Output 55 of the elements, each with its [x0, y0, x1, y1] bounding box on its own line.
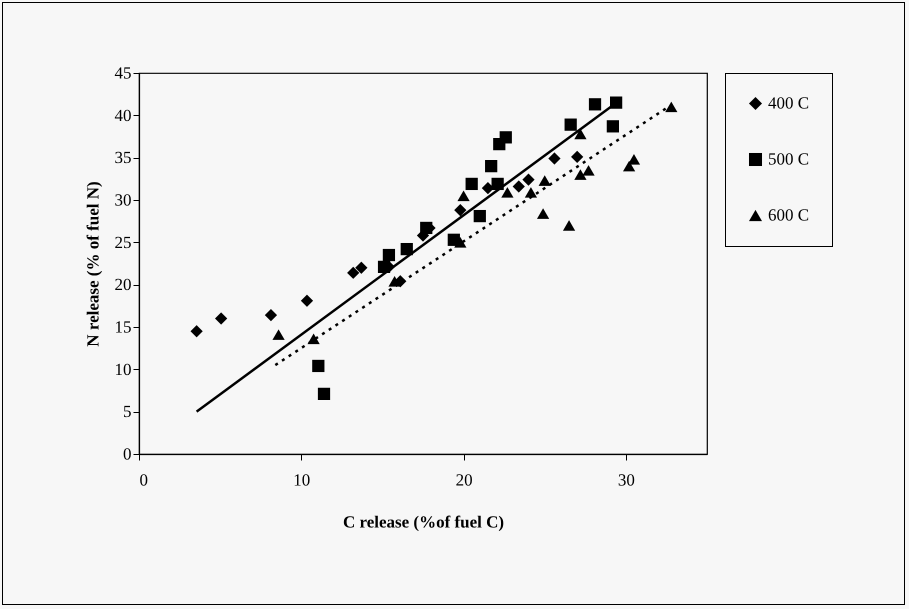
y-tick-label: 30: [114, 190, 132, 210]
point: [300, 294, 314, 307]
point: [574, 169, 587, 180]
point: [512, 180, 525, 193]
point: [622, 160, 636, 172]
legend-label: 600 C: [768, 206, 810, 224]
y-axis-title: N release (% of fuel N): [84, 181, 102, 347]
x-tick-label: 30: [618, 470, 635, 490]
point: [582, 165, 595, 176]
y-tick-label: 15: [114, 318, 132, 336]
x-tick-label: 10: [293, 470, 310, 490]
y-tick-label: 35: [114, 148, 132, 168]
y-tick-label: 0: [123, 444, 132, 464]
point: [420, 222, 432, 234]
point: [564, 118, 577, 131]
point: [457, 190, 470, 202]
point: [214, 312, 228, 325]
y-tick-label: 20: [114, 275, 132, 294]
point: [272, 329, 285, 340]
point: [318, 388, 330, 400]
point: [312, 360, 324, 372]
point: [448, 234, 460, 246]
point: [562, 220, 576, 231]
point: [474, 210, 486, 222]
y-tick-label: 45: [114, 64, 132, 82]
point: [382, 248, 396, 262]
point: [571, 150, 584, 163]
point: [500, 131, 512, 144]
y-tick-label: 40: [114, 106, 132, 125]
point: [355, 262, 368, 274]
point: [548, 152, 561, 165]
point: [574, 128, 587, 140]
point: [264, 309, 278, 322]
x-axis-title: C release (%of fuel C): [342, 512, 504, 532]
point: [466, 178, 478, 190]
legend-label: 400 C: [768, 94, 810, 112]
point: [522, 174, 535, 186]
y-tick-label: 5: [123, 402, 132, 422]
point: [606, 120, 619, 132]
point: [485, 160, 498, 172]
point: [536, 208, 550, 219]
x-tick-label: 0: [140, 470, 148, 490]
point: [190, 325, 203, 338]
point: [524, 187, 538, 198]
legend-label: 500 C: [768, 150, 810, 168]
point: [454, 204, 466, 216]
point: [347, 266, 360, 279]
y-tick-label: 10: [114, 360, 132, 379]
point: [400, 242, 413, 256]
point: [665, 102, 678, 112]
point: [538, 175, 551, 186]
y-tick-label: 25: [114, 232, 132, 252]
point: [501, 187, 514, 198]
point: [588, 98, 602, 110]
x-tick-label: 20: [456, 470, 473, 490]
